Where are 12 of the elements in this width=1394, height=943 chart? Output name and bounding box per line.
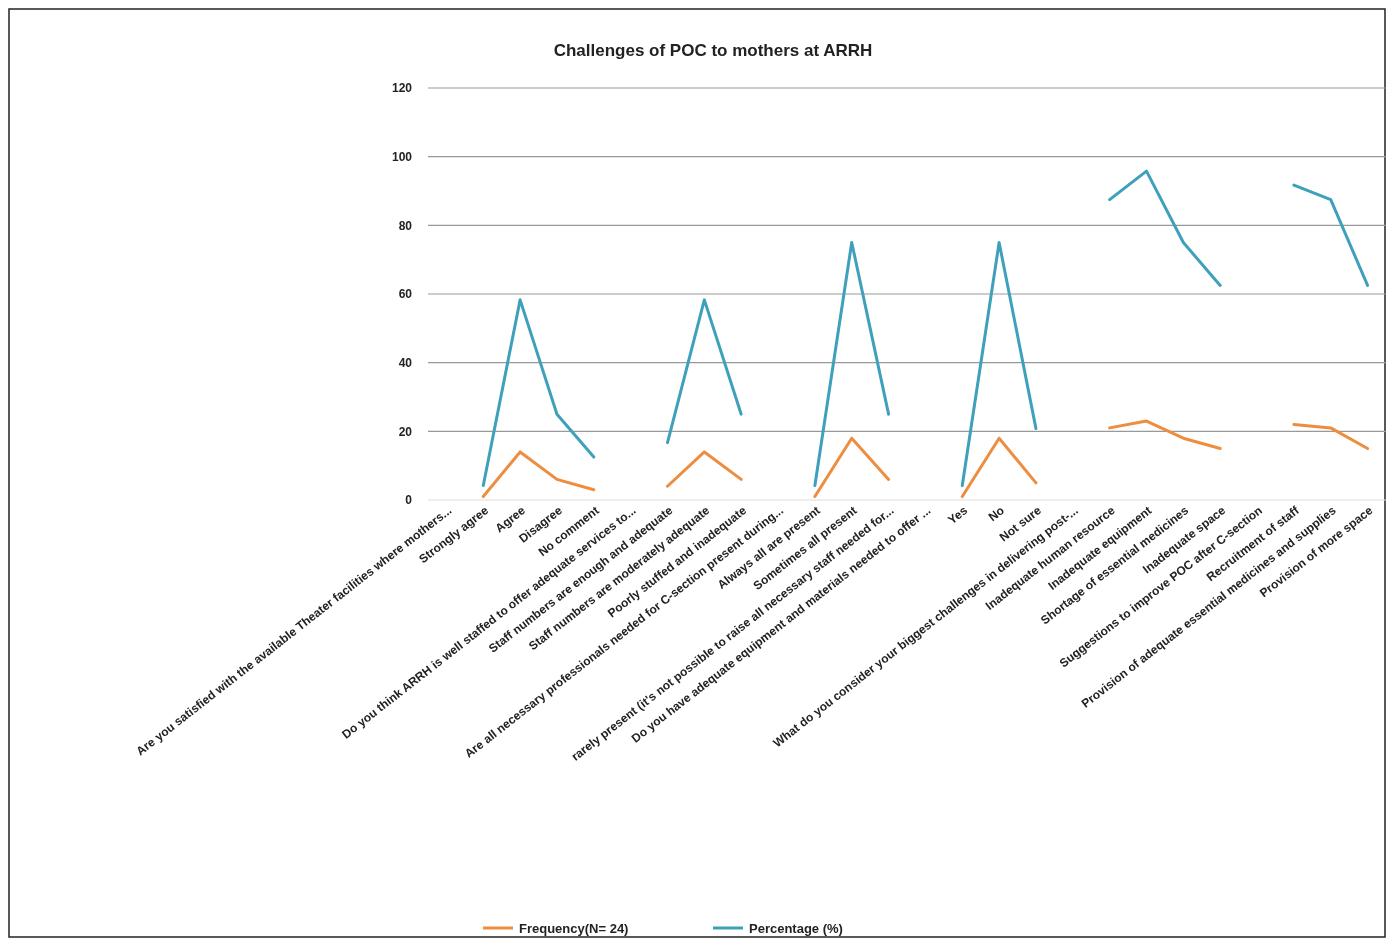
y-tick-label: 120	[391, 81, 413, 96]
legend-label: Frequency(N= 24)	[519, 920, 629, 936]
chart-title: Challenges of POC to mothers at ARRH	[553, 41, 873, 60]
x-tick-label: No	[985, 503, 1007, 525]
y-tick-label: 60	[398, 287, 413, 302]
y-tick-label: 100	[391, 149, 413, 164]
y-tick-label: 80	[398, 218, 413, 233]
legend-label: Percentage (%)	[749, 920, 843, 936]
y-tick-label: 0	[405, 493, 413, 508]
y-tick-label: 40	[398, 355, 413, 370]
x-tick-label: Yes	[945, 503, 971, 528]
y-tick-label: 20	[398, 424, 413, 439]
